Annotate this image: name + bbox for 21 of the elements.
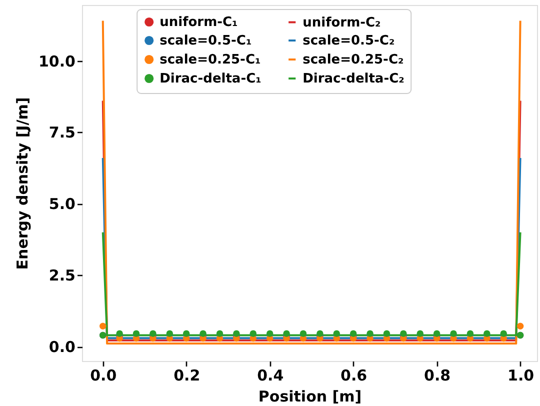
- x-tick-label: 0.0: [90, 366, 117, 384]
- legend-label: scale=0.5-C₁: [160, 34, 252, 48]
- legend-label: uniform-C₁: [160, 14, 238, 30]
- x-tick-label: 0.6: [340, 366, 368, 384]
- x-tick-label: 0.8: [424, 366, 451, 384]
- y-tick-label: 10.0: [38, 52, 76, 70]
- x-tick-label: 1.0: [508, 366, 534, 384]
- legend-label: uniform-C₂: [302, 15, 381, 30]
- y-tick-label: 7.5: [48, 124, 76, 142]
- y-axis-title: Energy density [J/m]: [13, 97, 32, 270]
- y-tick-label: 2.5: [48, 266, 76, 285]
- y-tick-label: 0.0: [48, 338, 76, 356]
- y-tick-label: 5.0: [48, 195, 76, 214]
- legend-label: scale=0.25-C₁: [160, 52, 261, 68]
- legend-label: Dirac-delta-C₂: [302, 72, 404, 86]
- legend-label: scale=0.25-C₂: [302, 52, 404, 68]
- legend-label: scale=0.5-C₂: [302, 34, 395, 48]
- legend-label: Dirac-delta-C₁: [160, 72, 262, 86]
- x-tick-label: 0.2: [174, 366, 200, 384]
- x-axis-title: Position [m]: [258, 388, 362, 406]
- x-tick-label: 0.4: [257, 366, 284, 384]
